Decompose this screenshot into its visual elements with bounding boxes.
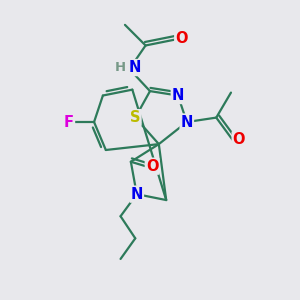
Text: N: N — [130, 187, 143, 202]
Text: H: H — [114, 61, 125, 74]
Text: F: F — [64, 115, 74, 130]
Text: O: O — [175, 31, 188, 46]
Text: O: O — [233, 132, 245, 147]
Text: S: S — [130, 110, 140, 125]
Text: N: N — [181, 115, 193, 130]
Text: O: O — [146, 159, 158, 174]
Text: N: N — [128, 60, 141, 75]
Text: N: N — [172, 88, 184, 103]
